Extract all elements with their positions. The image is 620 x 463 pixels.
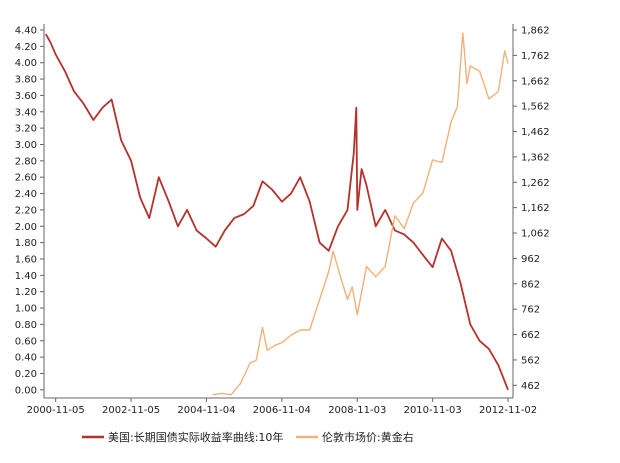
x-tick-label: 2004-11-04 (177, 405, 235, 416)
right-tick-label: 762 (521, 305, 540, 316)
right-tick-label: 1,662 (521, 76, 550, 87)
right-tick-label: 462 (521, 381, 540, 392)
left-tick-label: 0.40 (15, 353, 37, 364)
left-tick-label: 4.40 (15, 26, 37, 37)
x-axis-ticks: 2000-11-05 2002-11-05 2004-11-04 2006-11-04… (27, 398, 537, 416)
x-tick-label: 2010-11-03 (404, 405, 462, 416)
x-tick-label: 2012-11-02 (479, 405, 537, 416)
x-tick-label: 2006-11-04 (253, 405, 311, 416)
series-layer (45, 32, 509, 396)
right-y-axis-ticks: 462 562 662 762 862 962 1,062 1,162 1,262 1,362 1,… (513, 26, 550, 392)
right-tick-label: 862 (521, 279, 540, 290)
right-tick-label: 562 (521, 355, 540, 366)
right-tick-label: 1,862 (521, 26, 550, 37)
left-tick-label: 1.80 (15, 238, 37, 249)
left-tick-label: 0.00 (15, 385, 37, 396)
left-tick-label: 2.60 (15, 173, 37, 184)
legend-label-treasury-yield: 美国:长期国债实际收益率曲线:10年 (108, 430, 283, 444)
right-tick-label: 1,762 (521, 51, 550, 62)
x-tick-label: 2000-11-05 (27, 405, 85, 416)
right-tick-label: 1,362 (521, 152, 550, 163)
series-line-gold-price (212, 32, 509, 396)
left-tick-label: 2.20 (15, 205, 37, 216)
left-tick-label: 3.00 (15, 140, 37, 151)
left-tick-label: 2.80 (15, 156, 37, 167)
x-tick-label: 2008-11-03 (328, 405, 386, 416)
left-tick-label: 4.20 (15, 42, 37, 53)
left-tick-label: 3.60 (15, 91, 37, 102)
right-tick-label: 962 (521, 254, 540, 265)
left-tick-label: 3.20 (15, 124, 37, 135)
left-tick-label: 0.20 (15, 369, 37, 380)
left-tick-label: 3.40 (15, 107, 37, 118)
right-tick-label: 1,562 (521, 102, 550, 113)
left-tick-label: 3.80 (15, 75, 37, 86)
x-tick-label: 2002-11-05 (102, 405, 160, 416)
right-tick-label: 1,262 (521, 178, 550, 189)
legend: 美国:长期国债实际收益率曲线:10年 伦敦市场价:黄金右 (82, 430, 414, 444)
left-tick-label: 0.60 (15, 336, 37, 347)
left-tick-label: 2.40 (15, 189, 37, 200)
series-line-treasury-yield (45, 33, 509, 391)
left-tick-label: 1.20 (15, 287, 37, 298)
left-tick-label: 4.00 (15, 58, 37, 69)
left-tick-label: 0.80 (15, 320, 37, 331)
left-tick-label: 1.60 (15, 254, 37, 265)
left-y-axis-ticks: 0.00 0.20 0.40 0.60 0.80 1.00 1.20 1.40 1.60 1.80… (15, 26, 44, 396)
right-tick-label: 1,062 (521, 229, 550, 240)
legend-label-gold-price: 伦敦市场价:黄金右 (322, 430, 414, 444)
right-tick-label: 1,462 (521, 127, 550, 138)
left-tick-label: 1.40 (15, 271, 37, 282)
left-tick-label: 1.00 (15, 304, 37, 315)
left-tick-label: 2.00 (15, 222, 37, 233)
right-tick-label: 662 (521, 330, 540, 341)
right-tick-label: 1,162 (521, 203, 550, 214)
